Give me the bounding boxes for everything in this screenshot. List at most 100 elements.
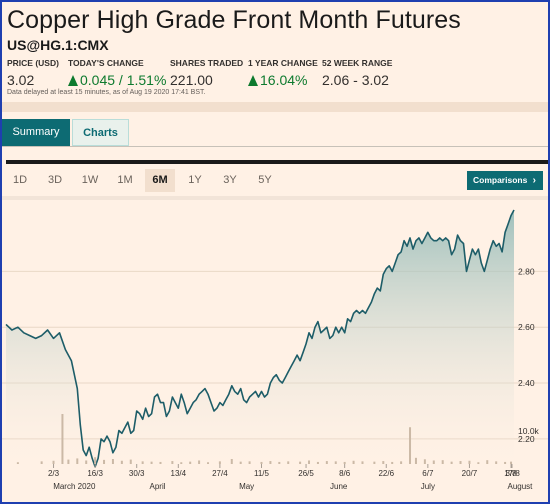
range-button-3d[interactable]: 3D (47, 174, 63, 186)
x-tick-label: 8/6 (339, 469, 351, 478)
stat-price: PRICE (USD) 3.02 (7, 58, 59, 88)
volume-bar (450, 461, 453, 464)
volume-bar (432, 460, 435, 464)
volume-bar (189, 461, 192, 464)
volume-bar (495, 461, 498, 464)
volume-bar (486, 460, 489, 464)
y-tick-label: 2.60 (518, 322, 535, 332)
volume-bar (316, 461, 319, 464)
volume-bar (150, 461, 153, 464)
volume-tick-label: 10.0k (518, 426, 540, 436)
volume-bar (230, 459, 233, 464)
month-label: June (330, 482, 348, 491)
stat-value: 221.00 (170, 72, 213, 88)
volume-bar (391, 461, 394, 464)
stat-label: SHARES TRADED (170, 58, 244, 68)
volume-bar (67, 459, 70, 464)
section-divider (6, 160, 548, 164)
price-area (6, 210, 514, 467)
month-label: April (150, 482, 166, 491)
stat-todays-change: TODAY'S CHANGE 0.045 / 1.51% (68, 58, 166, 88)
volume-bar (278, 461, 281, 464)
x-tick-label: 6/7 (422, 469, 434, 478)
range-button-1d[interactable]: 1D (12, 174, 28, 186)
volume-bar (299, 461, 302, 464)
volume-bar (373, 461, 376, 464)
stat-label: 1 YEAR CHANGE (248, 58, 318, 68)
volume-bar (180, 462, 183, 464)
x-tick-label: 13/4 (171, 469, 187, 478)
volume-bar (207, 462, 210, 464)
volume-bar (218, 461, 221, 464)
price-line (5, 209, 515, 468)
volume-bar (76, 458, 79, 464)
volume-bar (334, 461, 337, 464)
stat-value: 16.04% (260, 72, 308, 88)
volume-bar (409, 427, 412, 464)
volume-bar (325, 461, 328, 464)
x-tick-label: 22/6 (378, 469, 394, 478)
header-divider (2, 102, 548, 112)
volume-bar (343, 461, 346, 464)
volume-bar (61, 414, 64, 464)
range-button-6m[interactable]: 6M (145, 169, 175, 192)
volume-bar (468, 460, 471, 464)
chevron-right-icon: › (532, 175, 536, 186)
range-button-1m[interactable]: 1M (117, 174, 133, 186)
stat-52-week-range: 52 WEEK RANGE 2.06 - 3.02 (322, 58, 392, 88)
volume-bar (477, 462, 480, 464)
range-button-5y[interactable]: 5Y (258, 174, 272, 186)
volume-bar (103, 459, 106, 464)
stat-label: PRICE (USD) (7, 58, 59, 68)
range-button-3y[interactable]: 3Y (223, 174, 237, 186)
volume-bar (239, 461, 242, 464)
tab-charts[interactable]: Charts (72, 119, 129, 146)
volume-bar (510, 461, 513, 464)
volume-bar (141, 461, 144, 464)
x-tick-label: 3/8 (505, 469, 517, 478)
volume-bar (111, 459, 114, 464)
volume-bar (94, 457, 97, 464)
volume-bar (287, 461, 290, 464)
volume-bar (16, 462, 19, 464)
volume-bar (129, 459, 132, 464)
x-tick-label: 30/3 (129, 469, 145, 478)
volume-bar (441, 460, 444, 464)
volume-bar (382, 461, 385, 464)
volume-bar (85, 460, 88, 464)
range-button-1y[interactable]: 1Y (188, 174, 202, 186)
x-tick-label: 20/7 (462, 469, 478, 478)
volume-bar (400, 461, 403, 464)
y-tick-label: 2.80 (518, 266, 535, 276)
volume-bar (198, 460, 201, 464)
stat-label: TODAY'S CHANGE (68, 58, 144, 68)
data-delay-note: Data delayed at least 15 minutes, as of … (7, 89, 206, 96)
up-arrow-icon (68, 75, 78, 86)
range-button-1w[interactable]: 1W (81, 174, 99, 186)
volume-bar (52, 460, 55, 464)
month-label: March 2020 (53, 482, 96, 491)
volume-bar (120, 460, 123, 464)
stat-value: 0.045 / 1.51% (80, 72, 167, 88)
volume-bar (269, 461, 272, 464)
volume-bar (159, 461, 162, 464)
stat-label: 52 WEEK RANGE (322, 58, 393, 68)
month-label: July (421, 482, 435, 491)
x-axis-labels: 2/3 16/3 30/3 13/4 27/4 11/5 26/5 8/6 22/6 6/7 20/… (48, 464, 533, 491)
volume-bar (171, 461, 174, 464)
volume-bar (40, 461, 43, 464)
volume-bar (260, 461, 263, 464)
comparisons-button[interactable]: Comparisons › (467, 171, 543, 190)
x-tick-label: 26/5 (298, 469, 314, 478)
volume-bar (504, 461, 507, 464)
x-tick-label: 16/3 (87, 469, 103, 478)
comparisons-label: Comparisons (473, 175, 528, 185)
stat-shares-traded: SHARES TRADED 221.00 (170, 58, 243, 88)
y-tick-label: 2.20 (518, 434, 535, 444)
stat-year-change: 1 YEAR CHANGE 16.04% (248, 58, 318, 88)
volume-bar (308, 460, 311, 464)
volume-bar (361, 461, 364, 464)
tab-summary[interactable]: Summary (2, 119, 70, 146)
y-tick-label: 2.40 (518, 378, 535, 388)
